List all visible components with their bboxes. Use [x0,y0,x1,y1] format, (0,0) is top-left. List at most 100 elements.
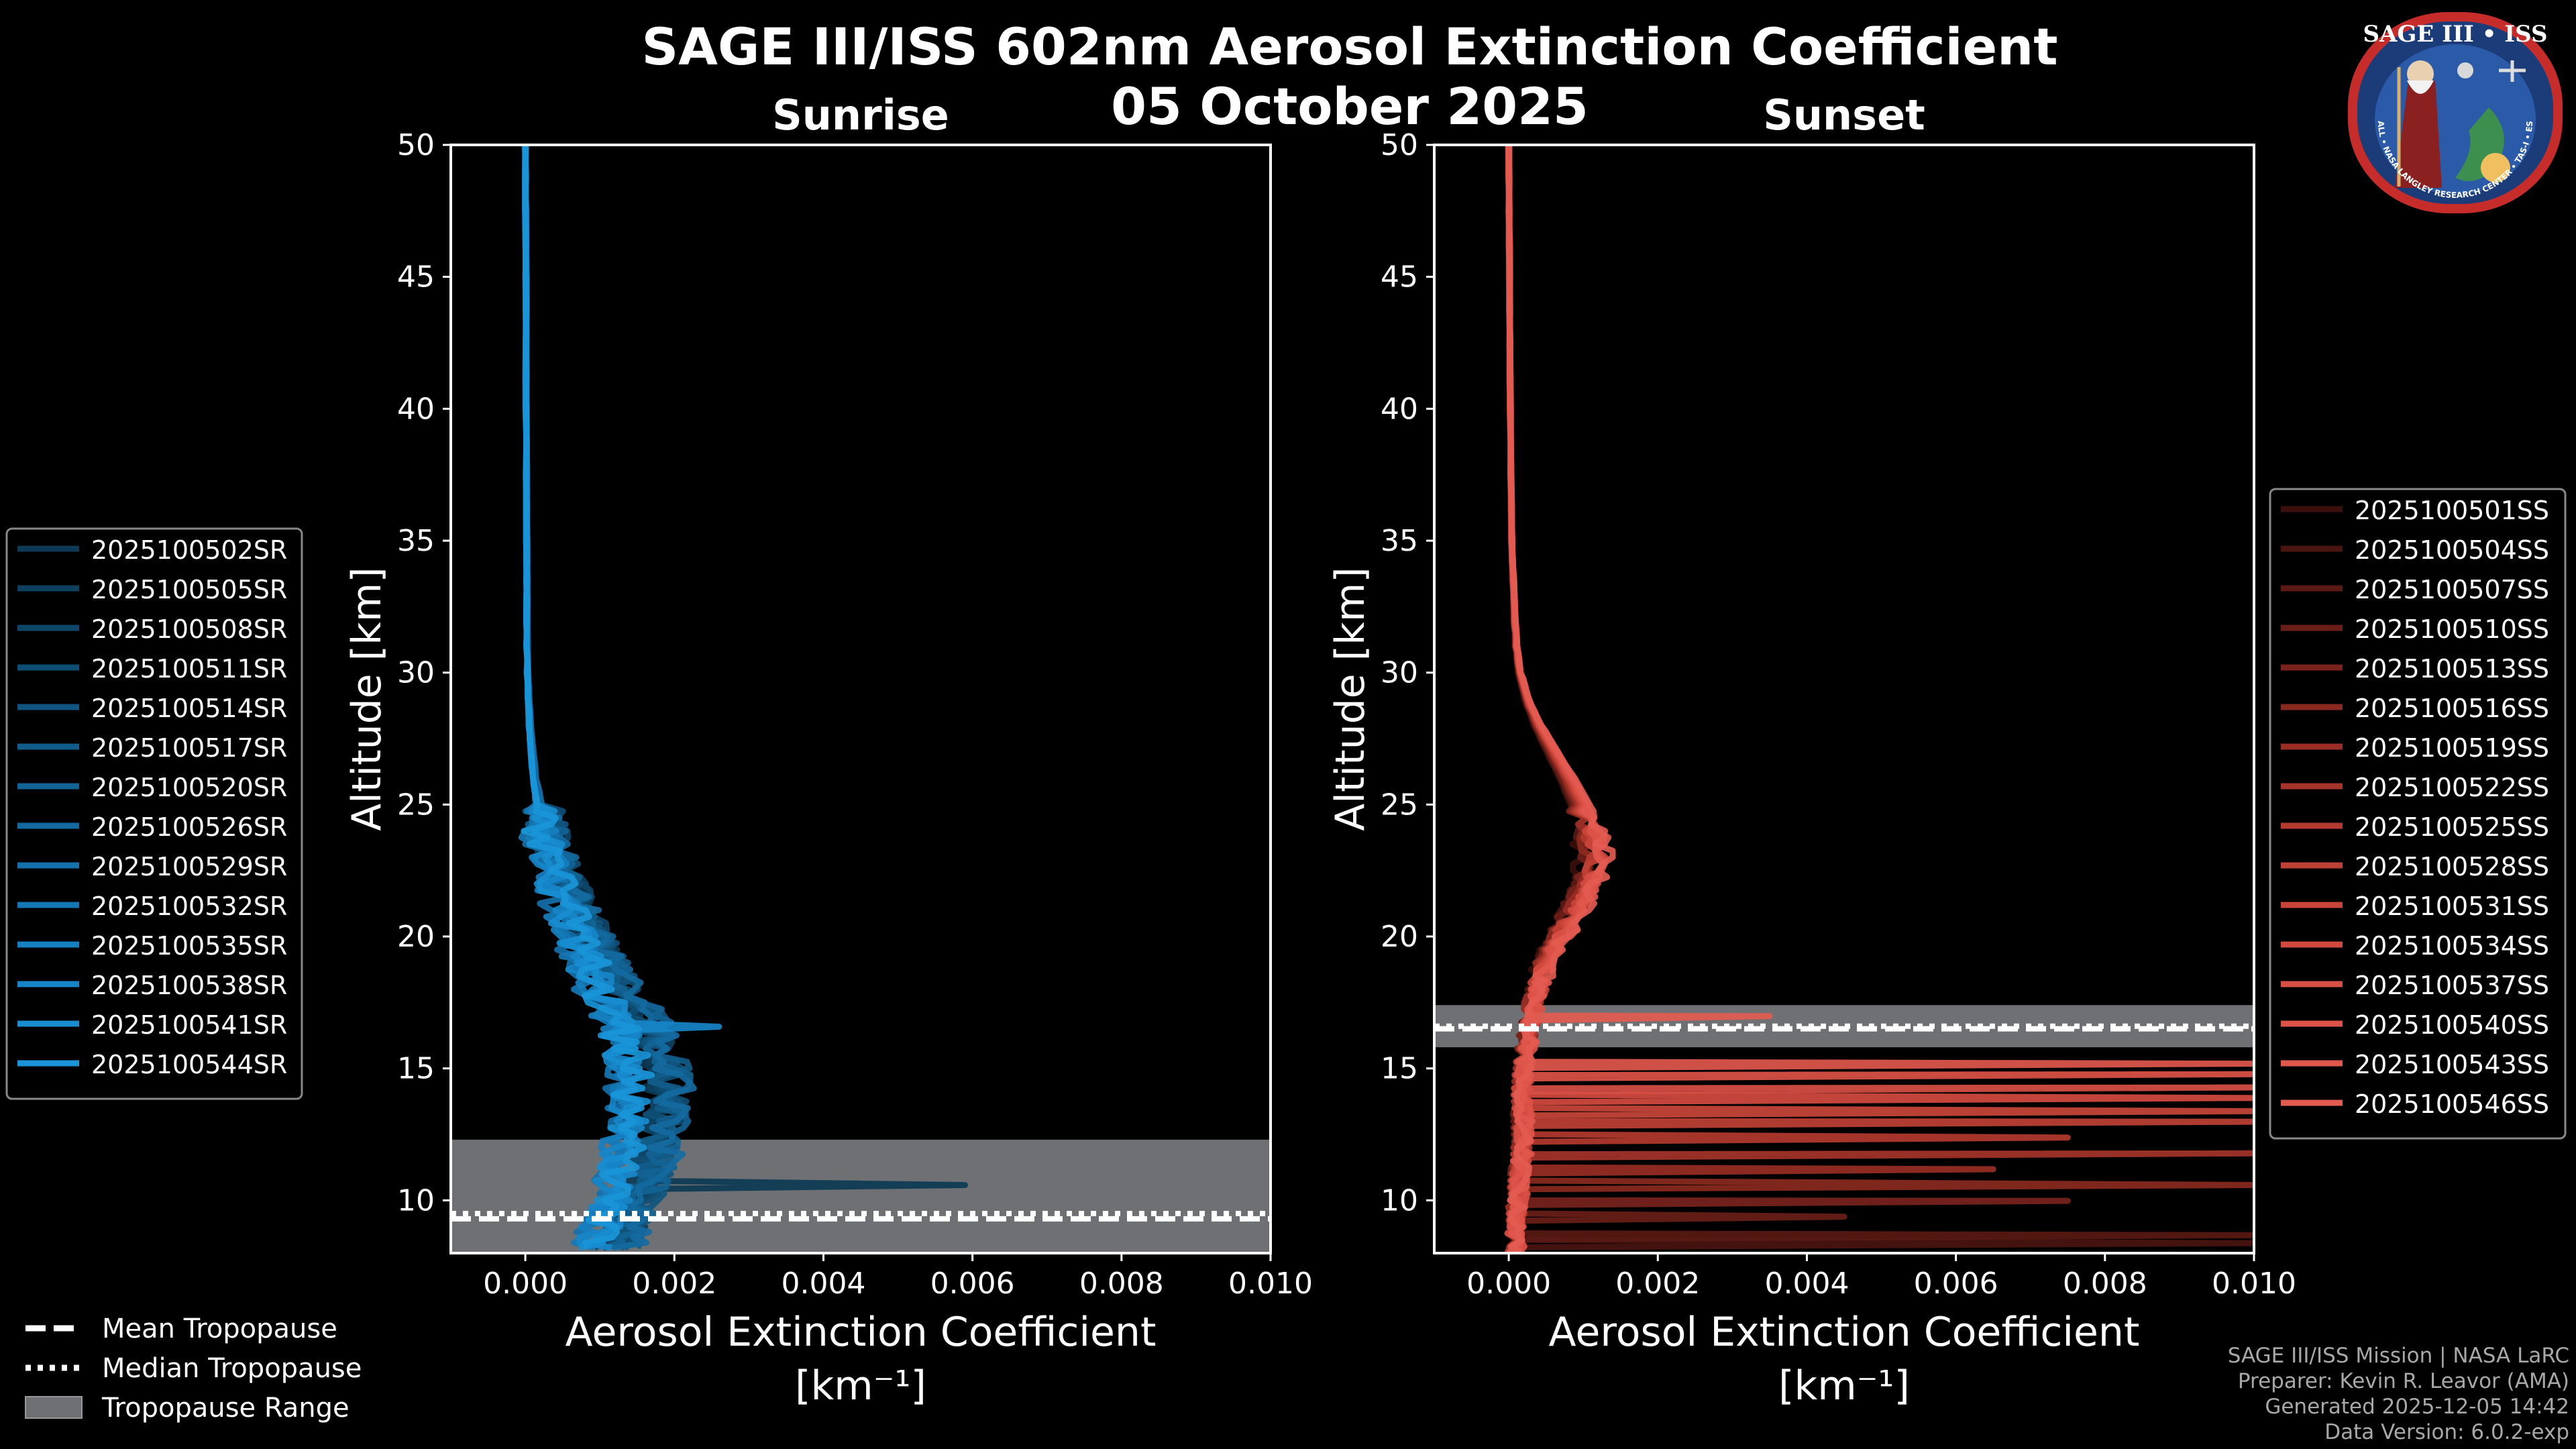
legend-item: 2025100546SS [2281,1089,2549,1119]
legend-item: 2025100541SR [17,1010,287,1040]
y-tick-label: 25 [397,788,435,822]
legend-label: 2025100532SR [91,892,287,921]
legend-label: 2025100502SR [91,535,287,565]
tropopause-legend-item: Median Tropopause [25,1353,362,1384]
chart-panel-sunset: 10 15 20 25 30 35 40 45 50 0.000 0.002 0.004 0.006 0.… [1327,91,2567,1409]
legend-label: 2025100535SR [91,931,287,961]
legend-item: 2025100529SR [17,852,287,881]
credits: SAGE III/ISS Mission | NASA LaRC Prepare… [2228,1343,2569,1445]
tropopause-legend-item: Mean Tropopause [25,1313,337,1344]
y-tick-label: 50 [397,128,435,162]
legend-label: 2025100546SS [2355,1089,2549,1119]
legend-item: 2025100501SS [2281,496,2549,525]
legend-item: 2025100525SS [2281,812,2549,842]
profile-line [522,145,693,1250]
legend-label: 2025100513SS [2355,654,2549,684]
figure-date: 05 October 2025 [1111,76,1589,136]
legend-item: 2025100508SR [17,614,287,644]
y-tick-label: 25 [1381,788,1418,822]
legend-item: 2025100534SS [2281,931,2549,961]
legend-label: 2025100507SS [2355,575,2549,604]
legend-label: 2025100504SS [2355,535,2549,565]
legend-item: 2025100532SR [17,892,287,921]
y-tick-label: 10 [397,1183,435,1218]
legend-label: 2025100529SR [91,852,287,881]
panel-title: Sunset [1763,91,1925,140]
x-tick-label: 0.006 [1914,1267,1998,1301]
legend-item: 2025100522SS [2281,773,2549,802]
profile-line [522,145,968,1251]
legend-item: 2025100535SR [17,931,287,961]
x-tick-label: 0.008 [2063,1267,2147,1301]
legend-band-swatch [25,1396,83,1419]
mission-patch-logo: SAGE III • ISS BALL • NASA LANGLEY RESEA… [2341,7,2563,213]
y-tick-label: 30 [1381,656,1418,690]
legend-sunset: 2025100501SS 2025100504SS 2025100507SS 2025… [2269,488,2567,1140]
legend-sunrise: 2025100502SR 2025100505SR 2025100508SR 2025… [5,527,303,1100]
x-tick-label: 0.004 [1764,1267,1849,1301]
legend-label: 2025100514SR [91,694,287,723]
profile-line [1505,145,2254,1253]
legend-label: 2025100526SR [91,812,287,842]
legend-label: 2025100537SS [2355,971,2549,1000]
x-axis-label: Aerosol Extinction Coefficient [1549,1309,2140,1356]
axes-frame [449,144,1272,1254]
legend-item: 2025100514SR [17,694,287,723]
legend-label: 2025100522SS [2355,773,2549,802]
tropopause-legend: Mean Tropopause Median Tropopause Tropopau… [25,1313,362,1424]
legend-label: 2025100508SR [91,614,287,644]
legend-label: 2025100531SS [2355,892,2549,921]
legend-item: 2025100507SS [2281,575,2549,604]
y-tick-label: 10 [1381,1183,1418,1218]
tropopause-legend-label: Mean Tropopause [102,1313,337,1344]
tropopause-legend-label: Median Tropopause [102,1353,362,1384]
credits-line: Generated 2025-12-05 14:42 [2265,1395,2569,1419]
legend-item: 2025100531SS [2281,892,2549,921]
legend-label: 2025100519SS [2355,733,2549,763]
legend-label: 2025100501SS [2355,496,2549,525]
x-tick-label: 0.010 [1228,1267,1313,1301]
profile-line [522,145,639,1250]
legend-item: 2025100528SS [2281,852,2549,881]
legend-label: 2025100511SR [91,654,287,684]
y-tick-label: 40 [397,392,435,426]
legend-item: 2025100511SR [17,654,287,684]
y-tick-label: 20 [397,920,435,954]
x-tick-label: 0.002 [632,1267,716,1301]
legend-label: 2025100538SR [91,971,287,1000]
legend-item: 2025100517SR [17,733,287,763]
profile-line [521,145,655,1249]
legend-item: 2025100540SS [2281,1010,2549,1040]
y-tick-label: 45 [1381,260,1418,294]
axes-frame [1433,144,2255,1254]
legend-item: 2025100526SR [17,812,287,842]
y-tick-label: 15 [1381,1052,1418,1086]
tropopause-legend-label: Tropopause Range [101,1393,350,1424]
legend-item: 2025100519SS [2281,733,2549,763]
x-tick-label: 0.000 [1466,1267,1551,1301]
x-axis-label: Aerosol Extinction Coefficient [566,1309,1157,1356]
legend-item: 2025100505SR [17,575,287,604]
profile-line [522,145,669,1248]
legend-frame [5,527,303,1100]
x-tick-label: 0.004 [781,1267,865,1301]
figure-title: SAGE III/ISS 602nm Aerosol Extinction Co… [641,17,2057,76]
y-axis-label: Altitude [km] [1327,567,1374,831]
y-tick-label: 50 [1381,128,1418,162]
credits-line: Data Version: 6.0.2-exp [2324,1420,2569,1444]
legend-item: 2025100513SS [2281,654,2549,684]
x-tick-label: 0.002 [1615,1267,1700,1301]
legend-item: 2025100502SR [17,535,287,565]
legend-label: 2025100505SR [91,575,287,604]
legend-label: 2025100528SS [2355,852,2549,881]
legend-label: 2025100543SS [2355,1050,2549,1079]
y-axis-label: Altitude [km] [343,567,390,831]
y-tick-label: 45 [397,260,435,294]
legend-label: 2025100534SS [2355,931,2549,961]
y-tick-label: 40 [1381,392,1418,426]
legend-label: 2025100516SS [2355,694,2549,723]
y-tick-label: 20 [1381,920,1418,954]
legend-item: 2025100544SR [17,1050,287,1079]
x-axis-unit: [km⁻¹] [1778,1362,1910,1409]
